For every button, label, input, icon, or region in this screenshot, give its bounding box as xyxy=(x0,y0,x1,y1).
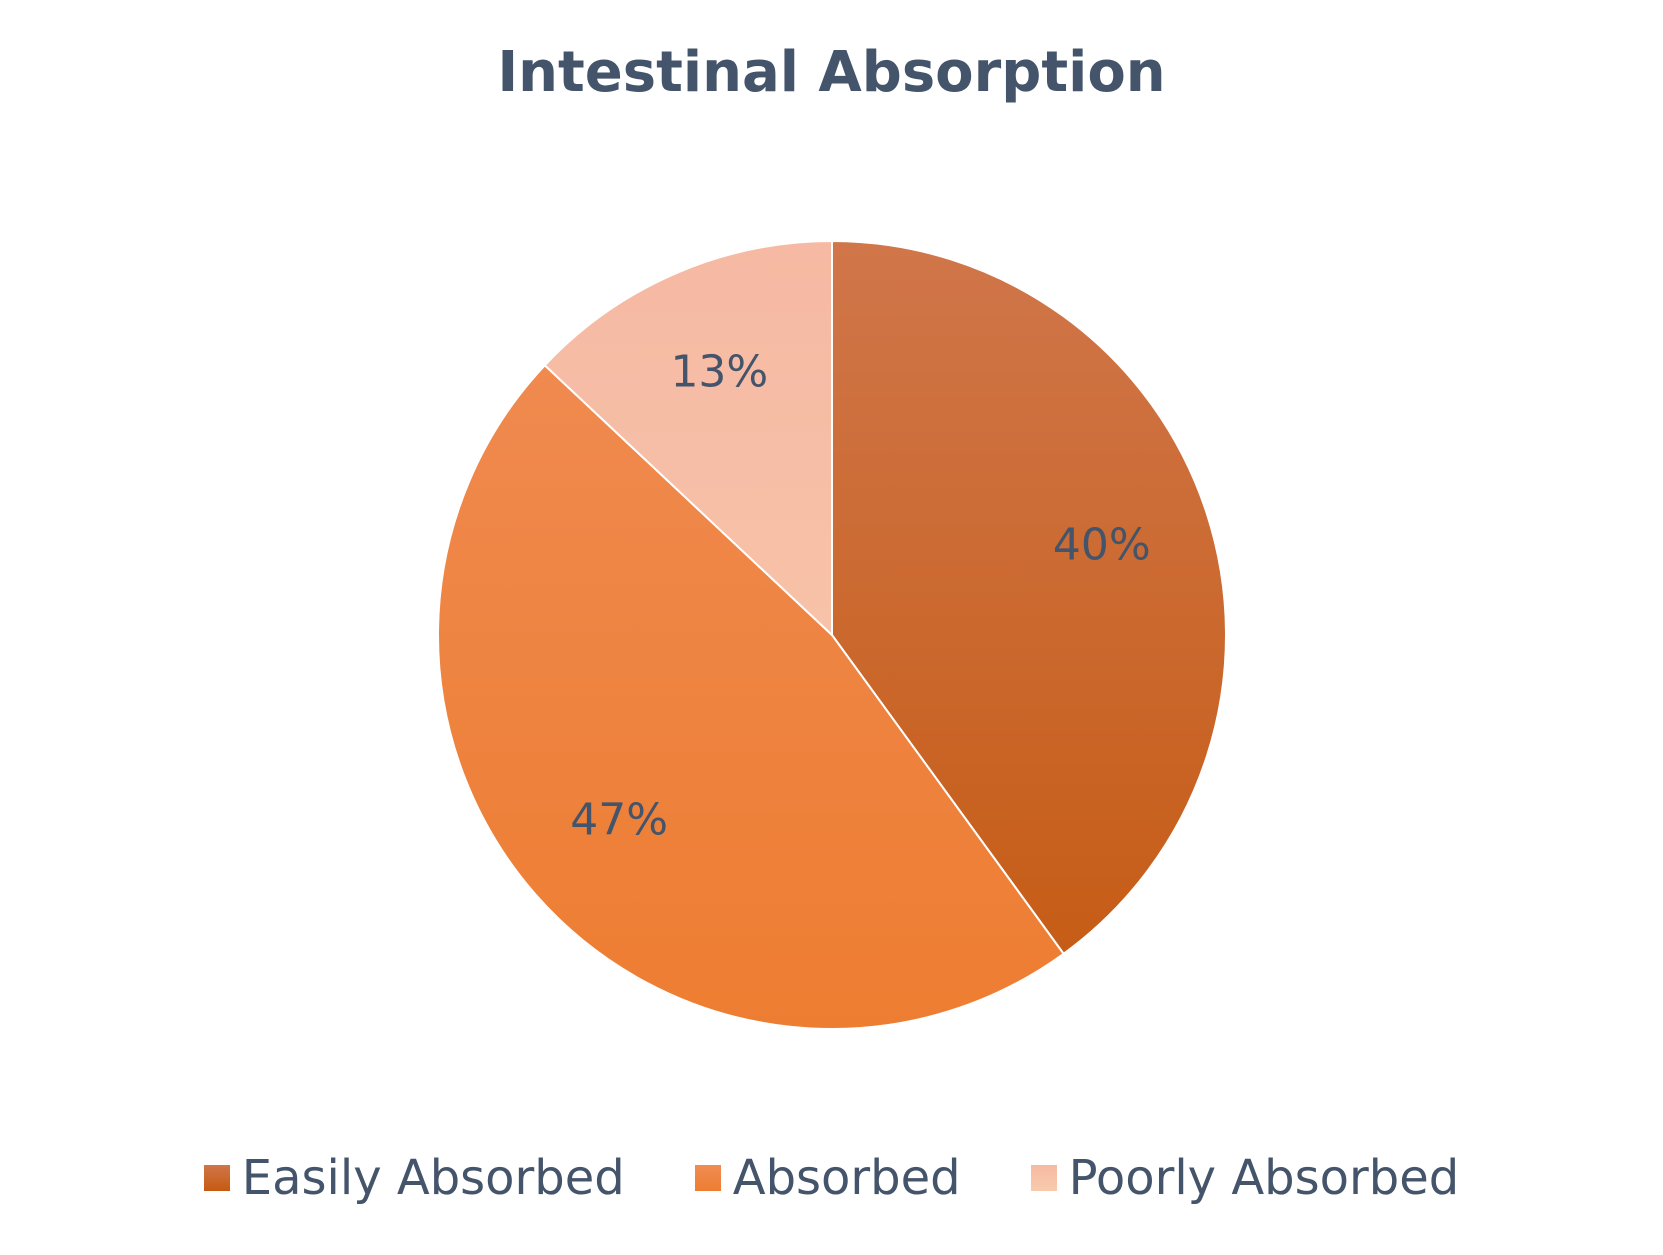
legend-label: Easily Absorbed xyxy=(241,1150,625,1206)
data-label-poorly-absorbed: 13% xyxy=(670,347,768,398)
pie-slice-absorbed xyxy=(436,363,1065,1031)
pie-data-labels: 40% 47% 13% xyxy=(570,347,1150,846)
pie-slice-poorly-absorbed xyxy=(543,239,833,638)
data-label-easily-absorbed: 40% xyxy=(1053,519,1151,570)
legend-swatch xyxy=(203,1165,230,1191)
legend-item-poorly-absorbed: Poorly Absorbed xyxy=(1030,1150,1460,1206)
chart-legend: Easily Absorbed Absorbed Poorly Absorbed xyxy=(0,1150,1663,1206)
legend-item-absorbed: Absorbed xyxy=(694,1150,961,1206)
legend-label: Poorly Absorbed xyxy=(1068,1150,1460,1206)
legend-item-easily-absorbed: Easily Absorbed xyxy=(203,1150,625,1206)
legend-swatch xyxy=(694,1165,721,1191)
chart-title: Intestinal Absorption xyxy=(497,40,1166,105)
data-label-absorbed: 47% xyxy=(570,795,668,846)
pie-slice-easily-absorbed xyxy=(831,239,1227,956)
legend-swatch xyxy=(1030,1165,1057,1191)
legend-label: Absorbed xyxy=(732,1150,961,1206)
pie-slices xyxy=(436,239,1227,1031)
